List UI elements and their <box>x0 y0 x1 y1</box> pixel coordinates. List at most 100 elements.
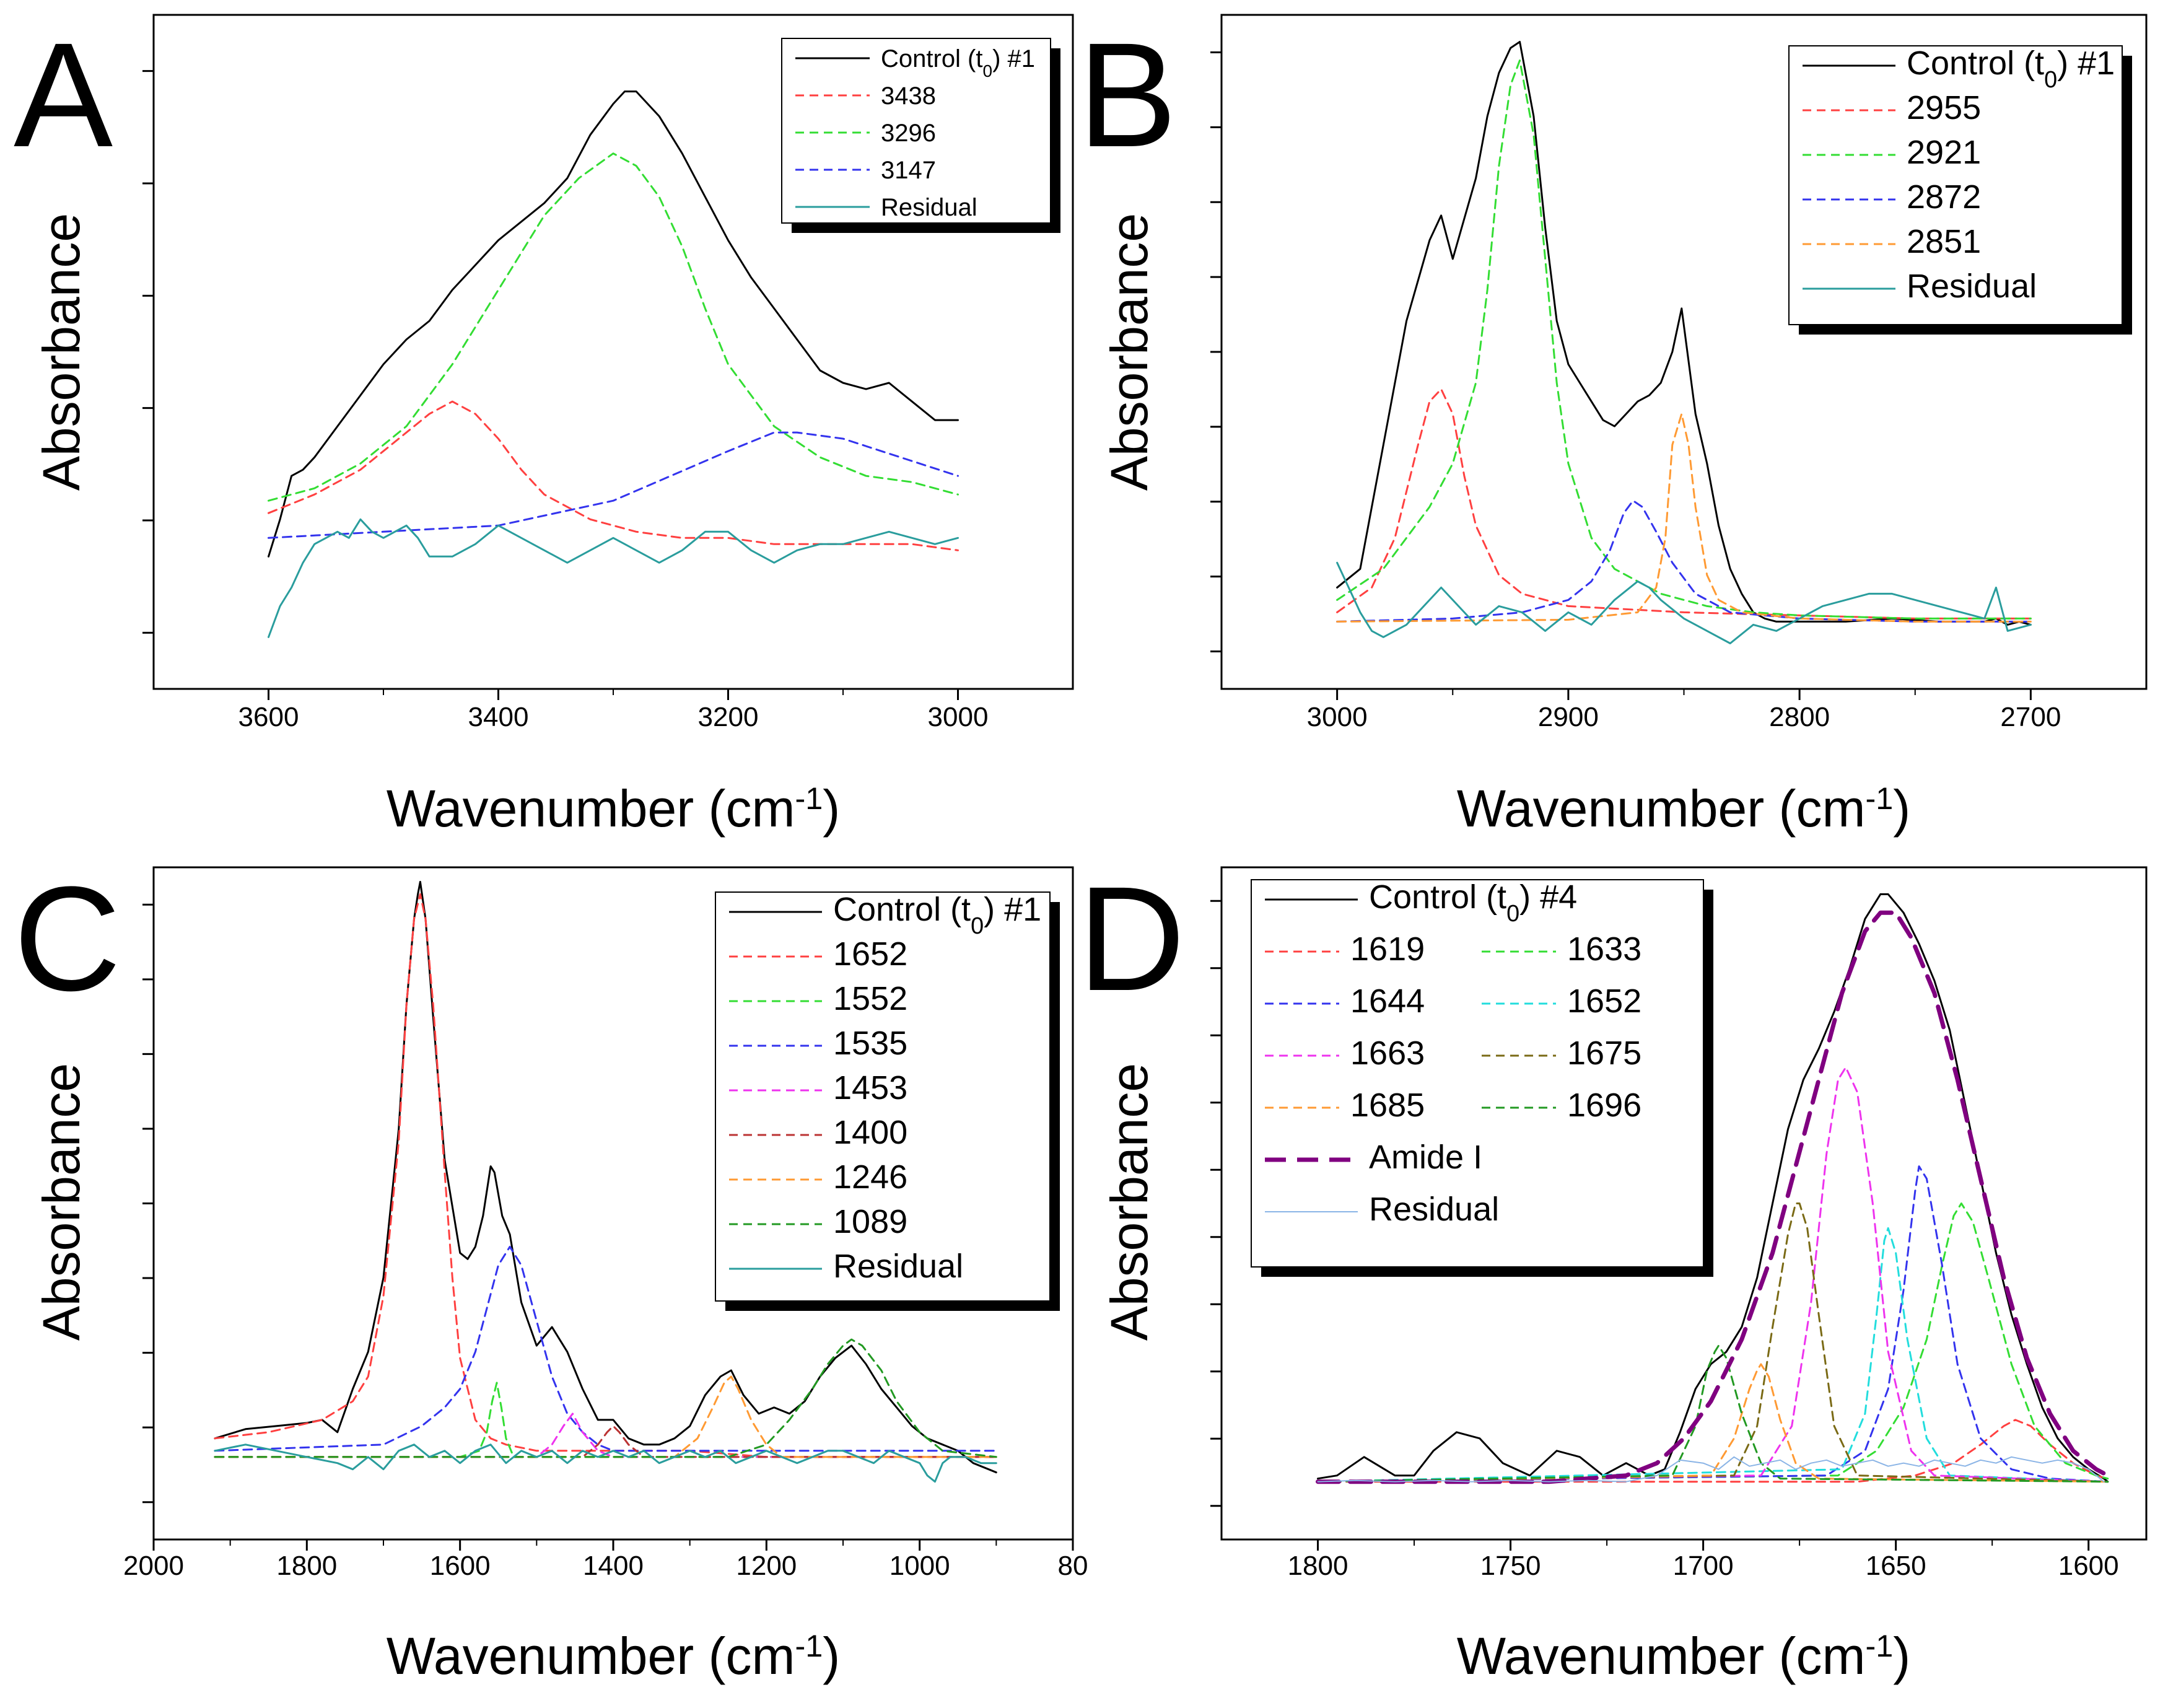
legend-label: 1453 <box>833 1069 907 1106</box>
x-tick-label: 3600 <box>238 702 299 732</box>
x-axis-label: Wavenumber (cm-1) <box>1457 1627 1911 1685</box>
series-line-1675 <box>1317 1202 2109 1483</box>
legend-label: 3147 <box>881 157 936 184</box>
legend-label: 1633 <box>1567 931 1641 968</box>
series-line-control-t0-1 <box>268 90 959 558</box>
series-line-1685 <box>1317 1363 2109 1483</box>
series-line-3296 <box>268 152 959 502</box>
series-line-1453 <box>214 1412 997 1458</box>
plot-frame <box>1220 866 2148 1541</box>
legend-label: 3438 <box>881 82 936 110</box>
series-line-residual <box>268 518 959 638</box>
legend-label: Control (t0) #1 <box>1907 45 2115 93</box>
x-tick-label: 3400 <box>468 702 529 732</box>
legend-label: 1663 <box>1350 1035 1425 1072</box>
panel-letter: D <box>1078 856 1185 1022</box>
series-line-1652 <box>1317 1227 2109 1483</box>
x-axis-label: Wavenumber (cm-1) <box>1457 779 1911 838</box>
x-tick-label: 1400 <box>583 1551 644 1581</box>
x-tick-label: 1600 <box>430 1551 491 1581</box>
x-axis-label: Wavenumber (cm-1) <box>387 1627 841 1685</box>
legend-label: 3296 <box>881 120 936 147</box>
series-line-residual <box>1336 561 2032 644</box>
legend-label: 1400 <box>833 1114 907 1151</box>
series-line-1089 <box>214 1338 997 1458</box>
series-line-1400 <box>214 1425 997 1458</box>
series-line-1246 <box>214 1375 997 1458</box>
x-tick-label: 1200 <box>736 1551 797 1581</box>
panel-b: 3000 2900 2800 2700 Wavenumber (cm-1) Absorba… <box>1078 12 2148 838</box>
series-line-3438 <box>268 400 959 551</box>
legend-label: 2872 <box>1907 178 1981 216</box>
x-axis-label: Wavenumber (cm-1) <box>387 779 841 838</box>
legend-label: Control (t0) #1 <box>833 891 1041 939</box>
x-tick-label: 80 <box>1058 1551 1088 1581</box>
legend-label: Residual <box>1369 1191 1499 1228</box>
legend-label: 2851 <box>1907 223 1981 260</box>
series-line-control-t0-1 <box>1336 41 2032 626</box>
legend-label: 1675 <box>1567 1035 1641 1072</box>
y-axis-label: Absorbance <box>1100 213 1158 491</box>
x-tick-label: 3000 <box>928 702 989 732</box>
panel-letter: B <box>1078 12 1177 178</box>
legend-label: Residual <box>1907 268 2037 305</box>
panel-letter: C <box>14 856 121 1022</box>
legend-label: 1696 <box>1567 1087 1641 1124</box>
legend-label: 1552 <box>833 980 907 1017</box>
legend-label: 1619 <box>1350 931 1425 968</box>
legend-box <box>1251 879 1704 1268</box>
x-tick-label: 1700 <box>1673 1551 1734 1581</box>
legend-box <box>1788 45 2123 325</box>
legend: Control (t0) #4 1619 1633 1644 1652 1663 1675 1… <box>1251 878 1713 1277</box>
x-tick-label: 2800 <box>1769 702 1830 732</box>
x-tick-label: 2900 <box>1538 702 1599 732</box>
series-line-1619 <box>1317 1419 2109 1483</box>
legend-label: 1246 <box>833 1158 907 1196</box>
legend-label: 2921 <box>1907 134 1981 171</box>
legend-label: Control (t0) #1 <box>881 45 1035 81</box>
series-line-residual <box>1317 1456 2105 1482</box>
legend-label: 1535 <box>833 1025 907 1062</box>
legend-label: Control (t0) #4 <box>1369 878 1577 927</box>
series-line-1696 <box>1317 1344 2109 1483</box>
x-tick-label: 3000 <box>1307 702 1368 732</box>
x-tick-label: 1800 <box>276 1551 337 1581</box>
series-line-1663 <box>1317 1066 2109 1483</box>
y-axis-label: Absorbance <box>32 1063 90 1341</box>
x-tick-label: 1600 <box>2058 1551 2119 1581</box>
x-tick-label: 2700 <box>2000 702 2061 732</box>
x-tick-label: 1800 <box>1288 1551 1348 1581</box>
legend-label: Residual <box>881 194 977 221</box>
panel-c: 2000 1800 1600 1400 1200 1000 80 Wavenumber (cm… <box>14 856 1088 1685</box>
x-tick-label: 2000 <box>123 1551 184 1581</box>
series-line-control-t0-4 <box>1317 893 2109 1483</box>
x-tick-label: 1650 <box>1866 1551 1926 1581</box>
legend-label: Residual <box>833 1248 963 1285</box>
panel-d: 1800 1750 1700 1650 1600 Wavenumber (cm-1) Abs… <box>1078 856 2148 1685</box>
series-line-2851 <box>1336 413 2032 623</box>
series-line-1644 <box>1317 1165 2109 1483</box>
legend-box <box>781 38 1051 224</box>
legend-label: 1652 <box>1567 983 1641 1020</box>
series-line-1633 <box>1317 1202 2109 1483</box>
legend-box <box>715 891 1051 1302</box>
legend-label: 2955 <box>1907 89 1981 126</box>
y-axis-label: Absorbance <box>32 213 90 491</box>
x-tick-label: 1000 <box>889 1551 950 1581</box>
panel-letter: A <box>14 12 113 178</box>
y-axis-label: Absorbance <box>1100 1063 1158 1341</box>
legend-label: 1089 <box>833 1203 907 1240</box>
legend-label: Amide I <box>1369 1139 1482 1176</box>
x-tick-label: 1750 <box>1480 1551 1541 1581</box>
series-line-3147 <box>268 431 959 539</box>
legend-label: 1652 <box>833 935 907 973</box>
legend-label: 1644 <box>1350 983 1425 1020</box>
series-line-amide-i <box>1316 910 2110 1484</box>
panel-a: 3600 3400 3200 3000 Wavenumber (cm-1) Absorba… <box>14 12 1074 838</box>
x-tick-label: 3200 <box>698 702 759 732</box>
legend-label: 1685 <box>1350 1087 1425 1124</box>
series-line-residual <box>214 1443 997 1483</box>
